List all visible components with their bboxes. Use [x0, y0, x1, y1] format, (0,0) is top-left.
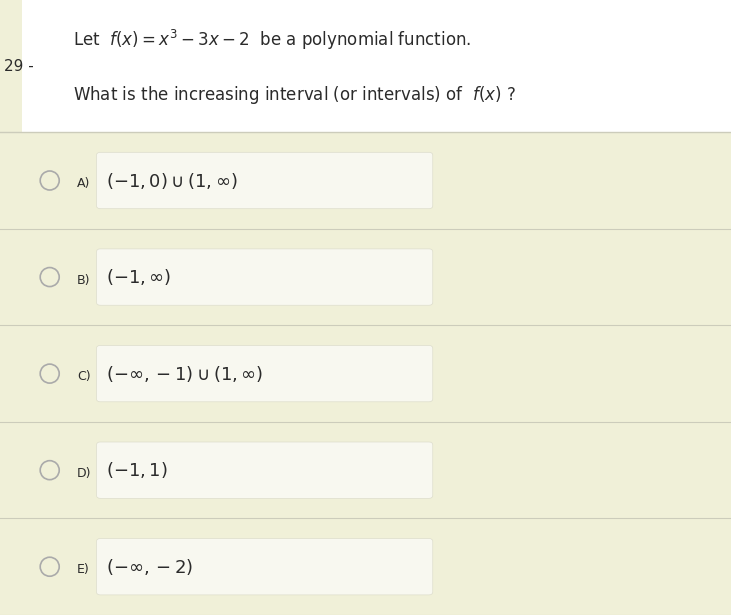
- Text: C): C): [77, 370, 91, 383]
- Text: $(-1, \infty)$: $(-1, \infty)$: [106, 267, 171, 287]
- FancyBboxPatch shape: [96, 539, 433, 595]
- Text: What is the increasing interval (or intervals) of  $f(x)$ ?: What is the increasing interval (or inte…: [73, 84, 516, 106]
- Text: 29 -: 29 -: [4, 58, 34, 74]
- Text: B): B): [77, 274, 90, 287]
- Text: $(-1,0) \cup (1, \infty)$: $(-1,0) \cup (1, \infty)$: [106, 170, 238, 191]
- FancyBboxPatch shape: [96, 442, 433, 498]
- Text: $(-1,1)$: $(-1,1)$: [106, 460, 167, 480]
- Text: $(-\infty, -1) \cup (1, \infty)$: $(-\infty, -1) \cup (1, \infty)$: [106, 363, 263, 384]
- Text: A): A): [77, 177, 90, 190]
- FancyBboxPatch shape: [96, 153, 433, 208]
- Text: $(-\infty, -2)$: $(-\infty, -2)$: [106, 557, 193, 577]
- FancyBboxPatch shape: [22, 0, 731, 132]
- Text: Let  $f(x) = x^3 - 3x - 2$  be a polynomial function.: Let $f(x) = x^3 - 3x - 2$ be a polynomia…: [73, 28, 471, 52]
- FancyBboxPatch shape: [96, 346, 433, 402]
- Text: D): D): [77, 467, 91, 480]
- FancyBboxPatch shape: [96, 249, 433, 305]
- Text: E): E): [77, 563, 89, 576]
